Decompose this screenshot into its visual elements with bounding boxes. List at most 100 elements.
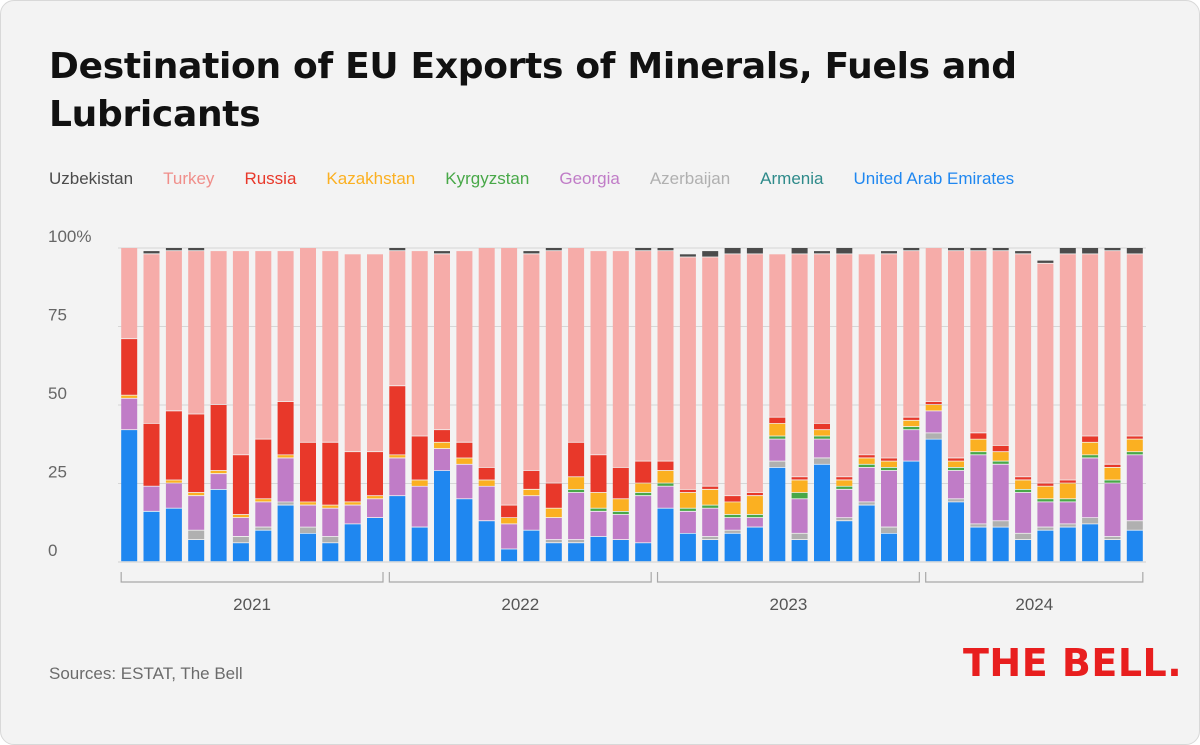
year-bracket xyxy=(120,572,384,583)
bar-segment-georgia xyxy=(344,505,361,524)
bar-segment-georgia xyxy=(389,458,406,496)
bar-segment-kyrgyzstan xyxy=(1059,499,1076,502)
bar-segment-kazakhstan xyxy=(121,395,138,398)
bar-segment-kazakhstan xyxy=(545,508,562,518)
bar-segment-uzbekistan xyxy=(1082,248,1099,254)
bar-segment-georgia xyxy=(300,505,316,527)
bar-segment-azerbaijan xyxy=(858,502,875,505)
bar-segment-kazakhstan xyxy=(478,480,495,486)
bar-segment-azerbaijan xyxy=(791,533,808,540)
bar-segment-russia xyxy=(858,455,875,458)
bar-segment-russia xyxy=(165,411,182,480)
bar-segment-uzbekistan xyxy=(903,248,920,251)
bar-segment-kazakhstan xyxy=(791,480,808,493)
bar-segment-united-arab-emirates xyxy=(858,505,875,562)
bar-segment-united-arab-emirates xyxy=(814,464,830,562)
legend-item-united-arab-emirates: United Arab Emirates xyxy=(853,169,1015,188)
bar-segment-turkey xyxy=(501,248,518,505)
bar-segment-kazakhstan xyxy=(948,461,964,467)
bar-segment-kazakhstan xyxy=(456,458,473,464)
bar-segment-russia xyxy=(992,445,1009,452)
y-tick-label: 100% xyxy=(48,227,91,246)
bar-segment-united-arab-emirates xyxy=(881,533,897,562)
bar-segment-united-arab-emirates xyxy=(188,540,205,562)
bar-segment-georgia xyxy=(255,502,272,527)
bar-segment-kazakhstan xyxy=(1059,483,1076,499)
bar-segment-azerbaijan xyxy=(1104,536,1121,540)
bar-segment-turkey xyxy=(1037,263,1054,483)
year-bracket xyxy=(388,572,652,583)
bar-segment-united-arab-emirates xyxy=(389,496,406,562)
bar-segment-uzbekistan xyxy=(791,248,808,254)
legend-item-kazakhstan: Kazakhstan xyxy=(326,169,416,188)
bar-segment-kyrgyzstan xyxy=(1082,455,1099,458)
bar-segment-united-arab-emirates xyxy=(679,533,696,562)
bar-segment-kyrgyzstan xyxy=(814,436,830,439)
bar-segment-united-arab-emirates xyxy=(255,530,272,562)
bar-segment-russia xyxy=(635,461,652,483)
bar-segment-russia xyxy=(1126,436,1143,439)
bar-segment-united-arab-emirates xyxy=(925,439,942,562)
bar-segment-russia xyxy=(568,442,585,477)
bar-segment-turkey xyxy=(948,251,964,458)
bar-segment-turkey xyxy=(881,254,897,458)
bar-segment-kazakhstan xyxy=(434,442,450,449)
bar-segment-azerbaijan xyxy=(992,521,1009,527)
bar-segment-uzbekistan xyxy=(165,248,182,251)
bar-segment-russia xyxy=(232,455,249,515)
bar-segment-turkey xyxy=(791,254,808,477)
bar-segment-russia xyxy=(769,417,786,424)
legend-item-azerbaijan: Azerbaijan xyxy=(649,169,731,188)
bar-segment-russia xyxy=(814,423,830,430)
bar-segment-turkey xyxy=(1059,254,1076,480)
bar-segment-kyrgyzstan xyxy=(702,505,719,508)
bar-segment-kazakhstan xyxy=(903,420,920,427)
bar-segment-turkey xyxy=(702,257,719,486)
bar-segment-russia xyxy=(836,477,853,480)
bar-segment-kazakhstan xyxy=(858,458,875,464)
bar-segment-kyrgyzstan xyxy=(881,467,897,471)
bar-segment-united-arab-emirates xyxy=(612,540,629,562)
bar-segment-georgia xyxy=(746,518,763,527)
bar-segment-united-arab-emirates xyxy=(836,521,853,562)
bar-segment-kyrgyzstan xyxy=(657,483,674,486)
bar-segment-kazakhstan xyxy=(590,492,607,508)
bar-segment-russia xyxy=(322,442,339,505)
y-tick-label: 50 xyxy=(48,384,67,403)
bar-segment-georgia xyxy=(881,470,897,527)
bar-segment-united-arab-emirates xyxy=(367,518,383,562)
year-bracket xyxy=(925,572,1144,583)
bar-segment-georgia xyxy=(1126,455,1143,521)
bar-segment-kazakhstan xyxy=(1015,480,1032,489)
bar-segment-georgia xyxy=(814,439,830,458)
year-label: 2024 xyxy=(1015,595,1053,614)
year-label: 2023 xyxy=(769,595,807,614)
bar-segment-georgia xyxy=(1059,502,1076,524)
bar-segment-georgia xyxy=(277,458,294,502)
bar-segment-russia xyxy=(903,417,920,420)
bar-segment-turkey xyxy=(389,251,406,386)
bar-segment-georgia xyxy=(188,496,205,530)
bar-segment-kyrgyzstan xyxy=(992,461,1009,464)
bar-segment-kazakhstan xyxy=(1104,467,1121,480)
bar-segment-turkey xyxy=(1082,254,1099,436)
bar-segment-georgia xyxy=(702,508,719,537)
bar-segment-russia xyxy=(970,433,987,439)
legend-item-kyrgyzstan: Kyrgyzstan xyxy=(445,169,530,188)
bar-segment-turkey xyxy=(210,251,227,405)
bar-segment-russia xyxy=(121,339,138,395)
bar-segment-russia xyxy=(143,423,160,486)
bar-segment-azerbaijan xyxy=(769,461,786,467)
bar-segment-kyrgyzstan xyxy=(948,467,964,471)
source-note: Sources: ESTAT, The Bell xyxy=(49,664,243,683)
bar-segment-azerbaijan xyxy=(1126,521,1143,530)
bar-segment-georgia xyxy=(322,508,339,537)
bar-segment-united-arab-emirates xyxy=(434,470,450,562)
bar-segment-turkey xyxy=(992,251,1009,445)
bar-segment-uzbekistan xyxy=(970,248,987,251)
bar-segment-united-arab-emirates xyxy=(657,508,674,562)
bar-segment-russia xyxy=(1104,464,1121,467)
bar-segment-turkey xyxy=(478,248,495,467)
bar-segment-kazakhstan xyxy=(992,452,1009,461)
bar-segment-uzbekistan xyxy=(836,248,853,254)
